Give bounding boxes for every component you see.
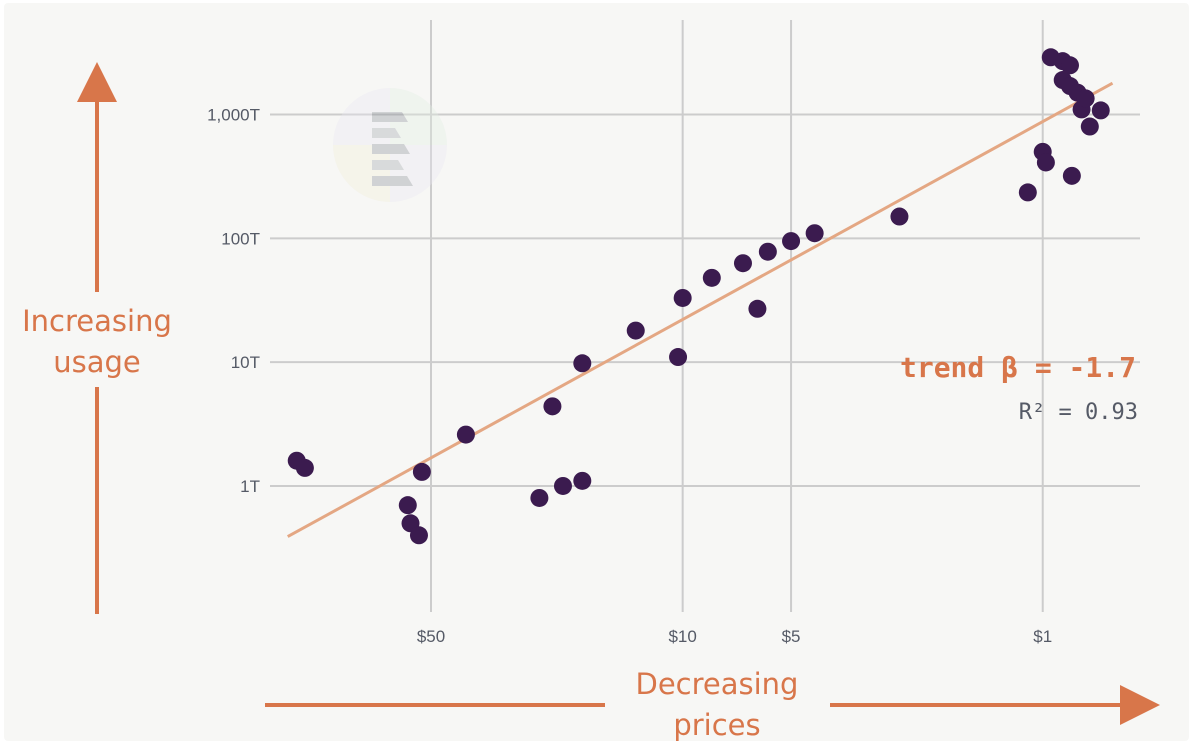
axis-tick-labels: $50 $10 $5 $1 1T 10T 100T 1,000T xyxy=(207,106,1052,646)
data-point xyxy=(1036,153,1055,172)
data-point xyxy=(1080,117,1099,136)
data-point xyxy=(748,299,767,318)
data-point xyxy=(530,488,549,507)
data-point xyxy=(890,207,909,226)
data-point xyxy=(1062,166,1081,185)
y-axis-label-line-2: usage xyxy=(53,345,141,379)
x-tick-label: $10 xyxy=(668,627,696,646)
data-point xyxy=(626,321,645,340)
x-axis-label-line-1: Decreasing xyxy=(636,667,799,701)
x-tick-label: $5 xyxy=(782,627,801,646)
data-point xyxy=(398,496,417,515)
scatter-points xyxy=(287,48,1110,545)
data-point xyxy=(1076,89,1095,108)
data-point xyxy=(1060,56,1079,75)
data-point xyxy=(573,354,592,373)
data-point xyxy=(669,348,688,367)
data-point xyxy=(456,425,475,444)
data-point xyxy=(782,232,801,251)
trend-line xyxy=(286,81,1114,538)
grid xyxy=(270,20,1140,612)
data-point xyxy=(412,462,431,481)
r-squared-label: R² = 0.93 xyxy=(1019,400,1138,425)
data-point xyxy=(1091,101,1110,120)
data-point xyxy=(702,268,721,287)
data-point xyxy=(543,397,562,416)
y-axis-label-line-1: Increasing xyxy=(22,304,172,338)
data-point xyxy=(673,288,692,307)
data-point xyxy=(553,476,572,495)
y-tick-label: 10T xyxy=(231,353,260,372)
data-point xyxy=(805,224,824,243)
x-tick-label: $1 xyxy=(1033,627,1052,646)
x-tick-label: $50 xyxy=(417,627,445,646)
data-point xyxy=(409,526,428,545)
y-tick-label: 100T xyxy=(221,229,260,248)
data-point xyxy=(758,242,777,261)
y-tick-label: 1T xyxy=(240,477,260,496)
chart-background xyxy=(4,3,1189,741)
y-tick-label: 1,000T xyxy=(207,106,260,125)
x-axis-label-line-2: prices xyxy=(673,708,760,742)
data-point xyxy=(573,471,592,490)
stacked-layers-logo-icon xyxy=(333,88,447,202)
trend-label: trend β = -1.7 xyxy=(900,351,1136,384)
data-point xyxy=(295,458,314,477)
data-point xyxy=(1018,183,1037,202)
data-point xyxy=(733,254,752,273)
